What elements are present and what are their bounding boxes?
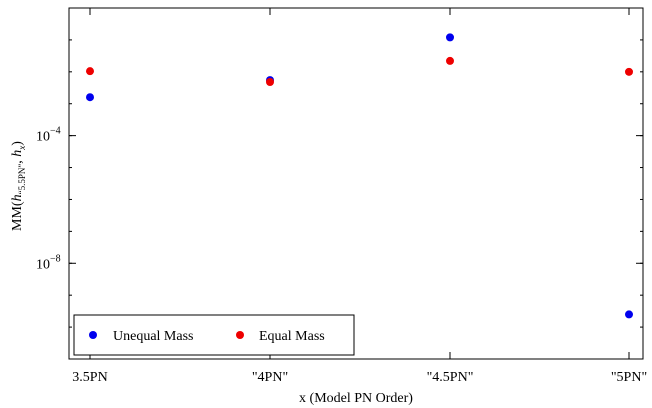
y-axis-label: MM(h“5.5PN”, hx) [10, 141, 27, 231]
legend-marker-unequal-mass [89, 331, 97, 339]
y-axis-ticks: 10−410−8 [36, 126, 643, 272]
legend-marker-equal-mass [236, 331, 244, 339]
point-equal-mass [266, 77, 274, 86]
legend-box [73, 314, 355, 356]
y-tick-label-exponent: −4 [50, 126, 61, 137]
point-unequal-mass [86, 93, 94, 102]
y-tick-label: 10−4 [36, 126, 61, 145]
legend: Unequal Mass Equal Mass [73, 314, 355, 356]
y-tick-label-exponent: −8 [50, 253, 61, 264]
y-axis-label-prefix: MM( [10, 201, 25, 231]
point-equal-mass [446, 56, 454, 65]
y-minor-ticks [69, 39, 643, 328]
x-axis-label: x (Model PN Order) [299, 391, 413, 406]
x-tick-label: "4.5PN" [427, 370, 474, 385]
point-unequal-mass [446, 33, 454, 42]
y-axis-label-sub-first: “5.5PN” [17, 164, 27, 195]
data-points [86, 33, 633, 319]
y-axis-label-h2: h [10, 150, 25, 157]
x-tick-label: 3.5PN [72, 370, 107, 385]
x-tick-label: "4PN" [252, 370, 288, 385]
y-axis-label-suffix: ) [10, 141, 25, 146]
x-tick-label: "5PN" [611, 370, 647, 385]
y-axis-label-sep: , [10, 157, 25, 164]
y-axis-label-h1: h [10, 194, 25, 201]
point-unequal-mass [625, 310, 633, 319]
point-equal-mass [625, 67, 633, 76]
y-tick-label: 10−8 [36, 253, 61, 272]
y-tick-label-base: 10 [36, 257, 50, 272]
y-tick-label-base: 10 [36, 130, 50, 145]
plot-frame [68, 7, 644, 360]
y-axis-label-sub-second: x [17, 146, 27, 151]
x-axis-ticks: 3.5PN "4PN" "4.5PN" "5PN" [72, 8, 647, 385]
legend-label-unequal-mass: Unequal Mass [113, 329, 194, 344]
point-equal-mass [86, 67, 94, 76]
legend-label-equal-mass: Equal Mass [259, 329, 325, 344]
